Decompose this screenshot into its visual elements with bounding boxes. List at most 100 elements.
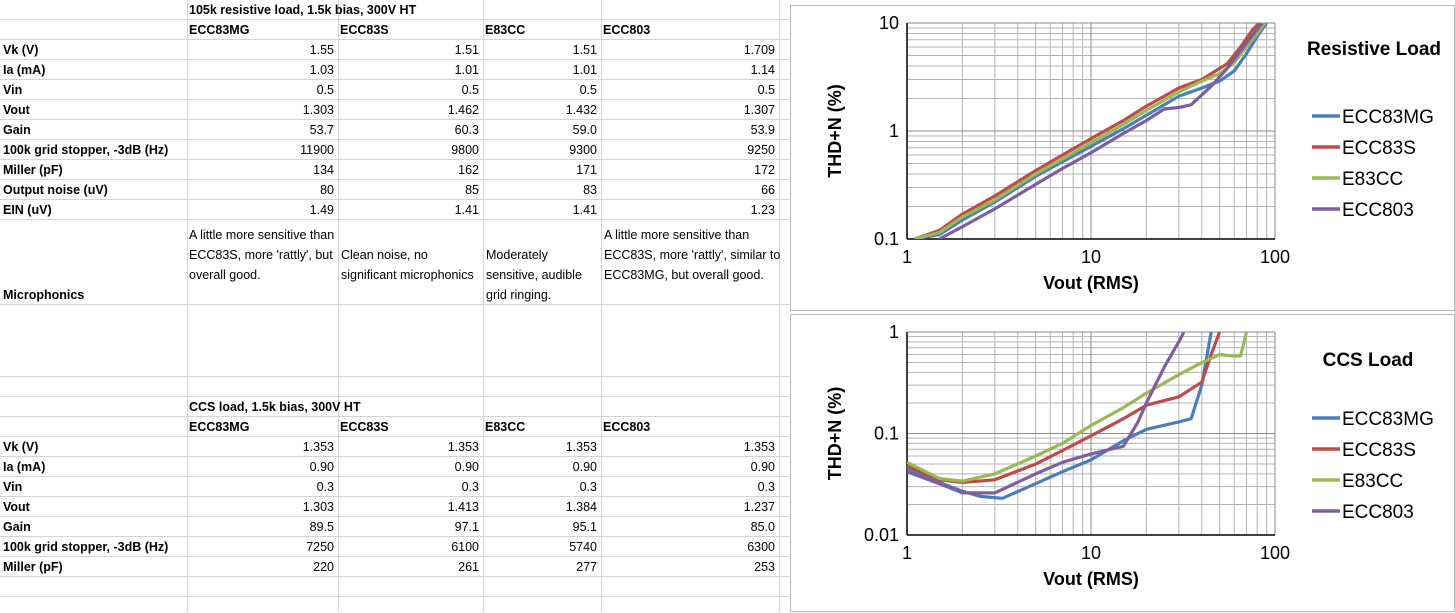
table2-row-label[interactable]: Miller (pF) <box>3 560 63 574</box>
table1-value-cell[interactable]: 53.7 <box>309 123 334 137</box>
table1-value-cell[interactable]: 1.23 <box>750 203 775 217</box>
table1-value-cell[interactable]: 172 <box>754 163 775 177</box>
table2-value-cell[interactable]: 253 <box>754 560 775 574</box>
table1-value-cell[interactable]: 9300 <box>569 143 597 157</box>
table1-value-cell[interactable]: 59.0 <box>572 123 597 137</box>
table1-value-cell[interactable]: 134 <box>313 163 334 177</box>
table1-row-label[interactable]: Output noise (uV) <box>3 183 108 197</box>
table1-row-label[interactable]: Vout <box>3 103 30 117</box>
table2-value-cell[interactable]: 1.303 <box>302 500 334 514</box>
table2-row-label[interactable]: Ia (mA) <box>3 460 46 474</box>
table1-value-cell[interactable]: 1.51 <box>572 43 597 57</box>
table1-value-cell[interactable]: 60.3 <box>454 123 479 137</box>
column-divider <box>187 0 188 612</box>
table1-value-cell[interactable]: 1.01 <box>454 63 479 77</box>
table2-col-header-ecc803[interactable]: ECC803 <box>603 420 651 434</box>
table1-title[interactable]: 105k resistive load, 1.5k bias, 300V HT <box>189 3 417 17</box>
table1-row-label[interactable]: 100k grid stopper, -3dB (Hz) <box>3 143 169 157</box>
table1-value-cell[interactable]: 171 <box>576 163 597 177</box>
table2-value-cell[interactable]: 95.1 <box>572 520 597 534</box>
table2-value-cell[interactable]: 0.90 <box>750 460 775 474</box>
table2-value-cell[interactable]: 1.353 <box>565 440 597 454</box>
table2-row-label[interactable]: Gain <box>3 520 31 534</box>
table2-value-cell[interactable]: 89.5 <box>309 520 334 534</box>
microphonics-note-e83cc[interactable]: Moderately sensitive, audible grid ringi… <box>486 248 582 302</box>
table1-value-cell[interactable]: 80 <box>320 183 334 197</box>
table2-value-cell[interactable]: 0.3 <box>461 480 479 494</box>
table1-col-header-ecc83mg[interactable]: ECC83MG <box>189 23 250 37</box>
table1-value-cell[interactable]: 0.5 <box>579 83 597 97</box>
table2-row-label[interactable]: 100k grid stopper, -3dB (Hz) <box>3 540 169 554</box>
table2-value-cell[interactable]: 97.1 <box>454 520 479 534</box>
table2-value-cell[interactable]: 0.3 <box>757 480 775 494</box>
table2-value-cell[interactable]: 7250 <box>306 540 334 554</box>
table2-value-cell[interactable]: 0.3 <box>316 480 334 494</box>
table1-value-cell[interactable]: 1.41 <box>572 203 597 217</box>
table2-value-cell[interactable]: 0.90 <box>309 460 334 474</box>
table1-value-cell[interactable]: 85 <box>465 183 479 197</box>
table2-value-cell[interactable]: 0.3 <box>579 480 597 494</box>
table1-value-cell[interactable]: 0.5 <box>757 83 775 97</box>
table2-value-cell[interactable]: 220 <box>313 560 334 574</box>
table2-value-cell[interactable]: 6300 <box>747 540 775 554</box>
table1-value-cell[interactable]: 1.709 <box>743 43 775 57</box>
table1-value-cell[interactable]: 162 <box>458 163 479 177</box>
table1-value-cell[interactable]: 1.41 <box>454 203 479 217</box>
table1-col-header-ecc803[interactable]: ECC803 <box>603 23 651 37</box>
table1-value-cell[interactable]: 1.49 <box>309 203 334 217</box>
y-axis-title: THD+N (%) <box>825 84 845 178</box>
table1-value-cell[interactable]: 83 <box>583 183 597 197</box>
table2-value-cell[interactable]: 0.90 <box>572 460 597 474</box>
table2-value-cell[interactable]: 1.413 <box>447 500 479 514</box>
table1-value-cell[interactable]: 53.9 <box>750 123 775 137</box>
table1-value-cell[interactable]: 9250 <box>747 143 775 157</box>
microphonics-label[interactable]: Microphonics <box>3 288 85 302</box>
table1-value-cell[interactable]: 1.51 <box>454 43 479 57</box>
table1-value-cell[interactable]: 11900 <box>300 143 334 157</box>
microphonics-note-ecc803[interactable]: A little more sensitive than ECC83S, mor… <box>604 228 781 282</box>
ccs-load-chart[interactable]: 1 10 100 0.01 0.1 1 Vout (RMS) THD+N (%) CCS Loa… <box>790 314 1455 612</box>
table2-col-header-e83cc[interactable]: E83CC <box>485 420 526 434</box>
table1-value-cell[interactable]: 1.55 <box>309 43 334 57</box>
table1-value-cell[interactable]: 0.5 <box>461 83 479 97</box>
table2-value-cell[interactable]: 1.353 <box>743 440 775 454</box>
table2-value-cell[interactable]: 1.237 <box>743 500 775 514</box>
table1-row-label[interactable]: Gain <box>3 123 31 137</box>
table2-value-cell[interactable]: 5740 <box>569 540 597 554</box>
table2-row-label[interactable]: Vk (V) <box>3 440 39 454</box>
table1-value-cell[interactable]: 1.01 <box>572 63 597 77</box>
table2-row-label[interactable]: Vout <box>3 500 30 514</box>
table1-value-cell[interactable]: 1.462 <box>447 103 479 117</box>
table2-value-cell[interactable]: 277 <box>576 560 597 574</box>
table1-value-cell[interactable]: 1.03 <box>309 63 334 77</box>
table2-value-cell[interactable]: 1.353 <box>447 440 479 454</box>
table1-row-label[interactable]: Vk (V) <box>3 43 39 57</box>
legend-label-ecc83mg: ECC83MG <box>1342 409 1434 430</box>
table1-value-cell[interactable]: 66 <box>761 183 775 197</box>
table1-col-header-e83cc[interactable]: E83CC <box>485 23 526 37</box>
table2-value-cell[interactable]: 261 <box>458 560 479 574</box>
table1-col-header-ecc83s[interactable]: ECC83S <box>340 23 389 37</box>
table2-value-cell[interactable]: 6100 <box>451 540 479 554</box>
table1-value-cell[interactable]: 0.5 <box>316 83 334 97</box>
table2-value-cell[interactable]: 85.0 <box>750 520 775 534</box>
table1-value-cell[interactable]: 1.307 <box>743 103 775 117</box>
table1-row-label[interactable]: Vin <box>3 83 23 97</box>
table2-value-cell[interactable]: 1.384 <box>565 500 597 514</box>
table2-title[interactable]: CCS load, 1.5k bias, 300V HT <box>189 400 361 414</box>
table2-col-header-ecc83s[interactable]: ECC83S <box>340 420 389 434</box>
microphonics-note-ecc83mg[interactable]: A little more sensitive than ECC83S, mor… <box>189 228 335 282</box>
table2-value-cell[interactable]: 1.353 <box>302 440 334 454</box>
table1-row-label[interactable]: Ia (mA) <box>3 63 46 77</box>
table1-value-cell[interactable]: 1.14 <box>750 63 775 77</box>
resistive-load-chart[interactable]: 1 10 100 0.1 1 10 Vout (RMS) THD+N (%) Resistive… <box>790 5 1455 311</box>
table1-value-cell[interactable]: 1.303 <box>302 103 334 117</box>
table1-value-cell[interactable]: 9800 <box>451 143 479 157</box>
table2-row-label[interactable]: Vin <box>3 480 23 494</box>
table2-value-cell[interactable]: 0.90 <box>454 460 479 474</box>
table1-value-cell[interactable]: 1.432 <box>565 103 597 117</box>
microphonics-note-ecc83s[interactable]: Clean noise, no significant microphonics <box>341 248 474 282</box>
table1-row-label[interactable]: Miller (pF) <box>3 163 63 177</box>
table1-row-label[interactable]: EIN (uV) <box>3 203 52 217</box>
table2-col-header-ecc83mg[interactable]: ECC83MG <box>189 420 250 434</box>
